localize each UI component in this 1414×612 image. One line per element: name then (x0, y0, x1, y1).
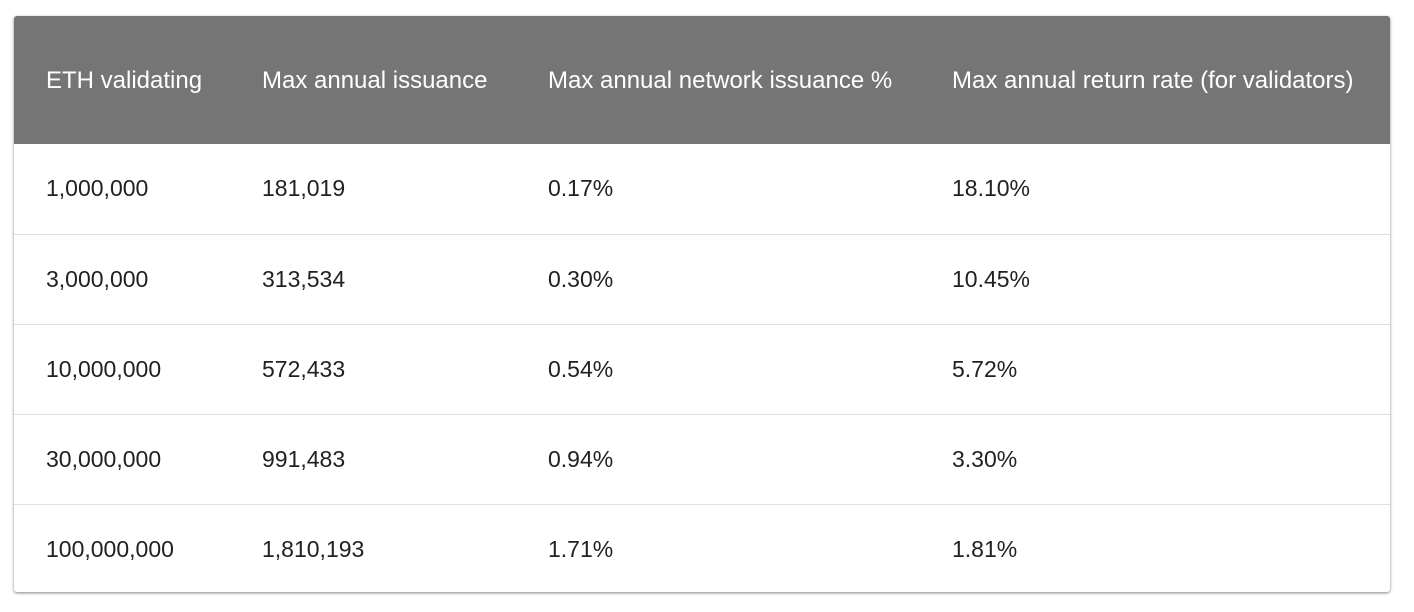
cell-eth-validating: 3,000,000 (46, 265, 149, 292)
issuance-table-card: ETH validating Max annual issuance Max a… (14, 16, 1390, 592)
cell-return-rate: 18.10% (952, 175, 1031, 202)
table-header: ETH validating Max annual issuance Max a… (14, 16, 1390, 144)
header-max-annual-network-issuance-pct: Max annual network issuance % (548, 66, 893, 94)
header-max-annual-issuance: Max annual issuance (262, 66, 488, 94)
cell-network-issuance-pct: 0.54% (548, 355, 614, 382)
table-row: 10,000,000 572,433 0.54% 5.72% (14, 324, 1390, 414)
header-eth-validating: ETH validating (46, 66, 203, 94)
table-row: 30,000,000 991,483 0.94% 3.30% (14, 414, 1390, 504)
header-max-annual-return-rate: Max annual return rate (for validators) (952, 66, 1354, 94)
cell-max-annual-issuance: 572,433 (262, 355, 346, 382)
cell-return-rate: 3.30% (952, 445, 1018, 472)
cell-max-annual-issuance: 991,483 (262, 445, 346, 472)
table-row: 100,000,000 1,810,193 1.71% 1.81% (14, 504, 1390, 592)
cell-return-rate: 5.72% (952, 355, 1018, 382)
cell-network-issuance-pct: 0.17% (548, 175, 614, 202)
table-row: 1,000,000 181,019 0.17% 18.10% (14, 144, 1390, 234)
cell-max-annual-issuance: 313,534 (262, 265, 346, 292)
cell-network-issuance-pct: 0.30% (548, 265, 614, 292)
cell-eth-validating: 1,000,000 (46, 175, 149, 202)
cell-return-rate: 1.81% (952, 535, 1018, 562)
table-header-row: ETH validating Max annual issuance Max a… (14, 16, 1390, 144)
table-row: 3,000,000 313,534 0.30% 10.45% (14, 234, 1390, 324)
cell-eth-validating: 10,000,000 (46, 355, 162, 382)
cell-return-rate: 10.45% (952, 265, 1031, 292)
cell-eth-validating: 30,000,000 (46, 445, 162, 472)
cell-max-annual-issuance: 1,810,193 (262, 535, 365, 562)
cell-max-annual-issuance: 181,019 (262, 175, 346, 202)
cell-network-issuance-pct: 0.94% (548, 445, 614, 472)
issuance-table: ETH validating Max annual issuance Max a… (14, 16, 1390, 592)
cell-network-issuance-pct: 1.71% (548, 535, 614, 562)
table-body: 1,000,000 181,019 0.17% 18.10% 3,000,000… (14, 144, 1390, 592)
cell-eth-validating: 100,000,000 (46, 535, 174, 562)
